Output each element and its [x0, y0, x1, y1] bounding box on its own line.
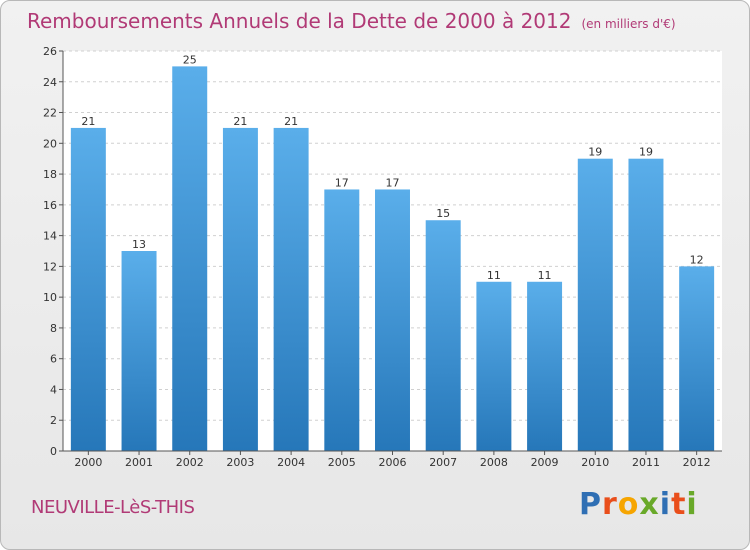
data-label: 21 — [233, 115, 247, 128]
bar — [679, 266, 715, 451]
bar — [324, 189, 360, 451]
x-tick-label: 2005 — [328, 456, 356, 469]
y-tick-label: 10 — [43, 291, 57, 304]
logo-letter: r — [602, 487, 618, 522]
logo-letter: i — [686, 487, 698, 522]
logo-letter: o — [617, 487, 640, 522]
data-label: 12 — [690, 253, 704, 266]
y-tick-label: 26 — [43, 45, 57, 58]
x-tick-label: 2001 — [125, 456, 153, 469]
chart-title-text: Remboursements Annuels de la Dette de 20… — [27, 9, 572, 33]
y-tick-label: 24 — [43, 76, 57, 89]
data-label: 15 — [436, 207, 450, 220]
commune-name: NEUVILLE-LèS-THIS — [31, 497, 195, 518]
y-tick-label: 6 — [50, 353, 57, 366]
x-tick-label: 2010 — [581, 456, 609, 469]
data-label: 19 — [588, 146, 602, 159]
logo-letter: P — [579, 487, 602, 522]
y-tick-label: 16 — [43, 199, 57, 212]
x-tick-label: 2006 — [379, 456, 407, 469]
x-tick-label: 2002 — [176, 456, 204, 469]
x-tick-label: 2003 — [226, 456, 254, 469]
data-label: 11 — [538, 269, 552, 282]
chart-subtitle: (en milliers d'€) — [581, 17, 676, 31]
data-label: 25 — [183, 53, 197, 66]
labels: 0246810121416182022242621200013200125200… — [43, 45, 711, 469]
y-tick-label: 14 — [43, 230, 57, 243]
data-label: 19 — [639, 146, 653, 159]
x-tick-label: 2012 — [683, 456, 711, 469]
x-tick-label: 2009 — [531, 456, 559, 469]
chart-title: Remboursements Annuels de la Dette de 20… — [27, 9, 676, 33]
y-tick-label: 20 — [43, 137, 57, 150]
y-tick-label: 2 — [50, 414, 57, 427]
y-tick-label: 4 — [50, 383, 57, 396]
bar — [527, 281, 563, 451]
y-tick-label: 0 — [50, 445, 57, 458]
y-tick-label: 8 — [50, 322, 57, 335]
data-label: 11 — [487, 269, 501, 282]
x-tick-label: 2000 — [74, 456, 102, 469]
data-label: 17 — [335, 176, 349, 189]
bar — [121, 251, 157, 451]
bar — [375, 189, 410, 451]
x-tick-label: 2007 — [429, 456, 457, 469]
bar — [476, 281, 512, 451]
y-tick-label: 18 — [43, 168, 57, 181]
data-label: 21 — [81, 115, 95, 128]
y-tick-label: 12 — [43, 260, 57, 273]
bar — [172, 66, 208, 451]
logo-letter: x — [639, 487, 660, 522]
bar — [70, 127, 106, 451]
data-label: 21 — [284, 115, 298, 128]
bars — [70, 66, 715, 451]
axes — [59, 50, 722, 455]
bar — [222, 127, 258, 451]
x-tick-label: 2011 — [632, 456, 660, 469]
data-label: 17 — [386, 176, 400, 189]
x-tick-label: 2008 — [480, 456, 508, 469]
bar — [628, 158, 664, 451]
bar — [577, 158, 613, 451]
bar — [273, 127, 309, 451]
logo-letter: t — [671, 487, 687, 522]
proxiti-logo: Proxiti — [579, 487, 698, 522]
data-label: 13 — [132, 238, 146, 251]
x-tick-label: 2004 — [277, 456, 305, 469]
y-tick-label: 22 — [43, 107, 57, 120]
logo-letter: i — [659, 487, 672, 522]
bar — [425, 220, 461, 451]
